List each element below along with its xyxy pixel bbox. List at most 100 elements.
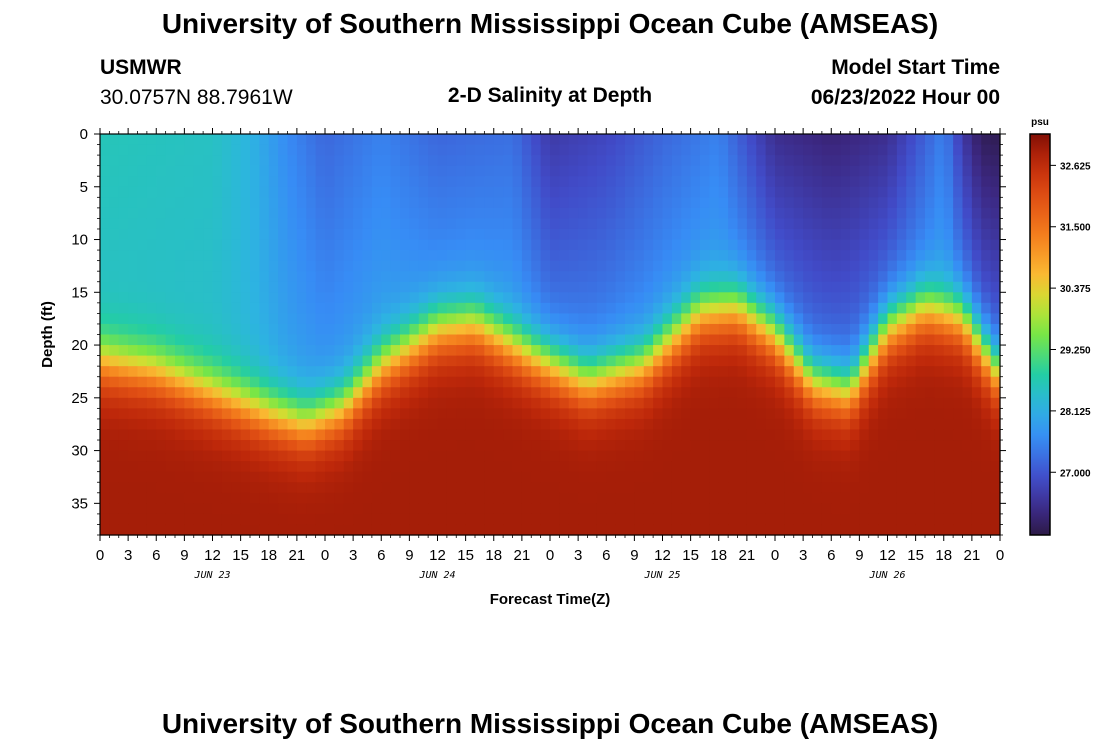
heatmap-cell — [728, 134, 739, 146]
heatmap-cell — [465, 313, 476, 325]
heatmap-cell — [156, 313, 167, 325]
heatmap-cell — [709, 313, 720, 325]
heatmap-cell — [559, 313, 570, 325]
heatmap-cell — [296, 345, 307, 357]
heatmap-cell — [212, 281, 223, 293]
heatmap-cell — [240, 228, 251, 241]
heatmap-cell — [737, 292, 748, 304]
heatmap-cell — [343, 228, 354, 241]
heatmap-cell — [981, 471, 992, 483]
heatmap-cell — [259, 397, 270, 409]
heatmap-cell — [615, 387, 626, 399]
heatmap-cell — [831, 418, 842, 431]
heatmap-cell — [109, 524, 120, 536]
heatmap-cell — [231, 228, 242, 241]
heatmap-cell — [550, 197, 560, 209]
heatmap-cell — [334, 334, 345, 346]
heatmap-cell — [446, 334, 457, 346]
heatmap-cell — [250, 323, 260, 336]
heatmap-cell — [343, 334, 354, 346]
heatmap-cell — [203, 302, 214, 314]
heatmap-cell — [212, 228, 223, 241]
heatmap-cell — [559, 186, 570, 198]
heatmap-cell — [315, 334, 326, 346]
heatmap-cell — [287, 492, 298, 504]
heatmap-cell — [653, 218, 664, 230]
heatmap-cell — [653, 450, 664, 462]
heatmap-cell — [775, 334, 785, 346]
heatmap-cell — [550, 134, 560, 146]
heatmap-cell — [878, 513, 889, 526]
heatmap-cell — [953, 292, 964, 304]
heatmap-cell — [784, 482, 795, 494]
heatmap-cell — [315, 503, 326, 515]
heatmap-cell — [878, 376, 889, 388]
heatmap-cell — [306, 218, 317, 230]
heatmap-cell — [887, 450, 898, 462]
heatmap-cell — [812, 408, 823, 420]
heatmap-cell — [231, 323, 242, 336]
heatmap-cell — [840, 461, 851, 473]
heatmap-cell — [728, 450, 739, 462]
heatmap-cell — [287, 134, 298, 146]
heatmap-cell — [118, 302, 129, 314]
heatmap-cell — [446, 471, 457, 483]
heatmap-cell — [353, 250, 364, 262]
heatmap-cell — [981, 313, 992, 325]
heatmap-cell — [128, 228, 139, 241]
heatmap-cell — [484, 524, 495, 536]
heatmap-cell — [812, 207, 823, 220]
heatmap-cell — [718, 334, 729, 346]
heatmap-cell — [606, 186, 617, 198]
heatmap-cell — [653, 250, 664, 262]
heatmap-cell — [259, 207, 270, 220]
heatmap-cell — [184, 376, 195, 388]
heatmap-cell — [531, 387, 542, 399]
heatmap-cell — [821, 281, 832, 293]
heatmap-cell — [212, 292, 223, 304]
heatmap-cell — [925, 134, 935, 146]
heatmap-cell — [353, 418, 364, 431]
heatmap-cell — [793, 482, 804, 494]
heatmap-cell — [746, 387, 757, 399]
heatmap-cell — [606, 334, 617, 346]
heatmap-cell — [362, 155, 373, 167]
heatmap-cell — [100, 387, 110, 399]
heatmap-cell — [690, 207, 701, 220]
heatmap-cell — [409, 313, 420, 325]
heatmap-cell — [409, 271, 420, 283]
heatmap-cell — [296, 239, 307, 251]
heatmap-cell — [521, 450, 532, 462]
heatmap-cell — [240, 144, 251, 156]
heatmap-cell — [550, 334, 560, 346]
heatmap-cell — [653, 197, 664, 209]
heatmap-cell — [493, 207, 504, 220]
heatmap-cell — [409, 397, 420, 409]
heatmap-cell — [353, 503, 364, 515]
heatmap-cell — [137, 176, 148, 188]
heatmap-cell — [165, 228, 176, 241]
heatmap-cell — [231, 165, 242, 177]
heatmap-cell — [278, 207, 289, 220]
heatmap-cell — [437, 461, 448, 473]
heatmap-cell — [568, 292, 579, 304]
heatmap-cell — [456, 334, 467, 346]
heatmap-cell — [653, 429, 664, 441]
heatmap-cell — [962, 228, 973, 241]
heatmap-cell — [128, 186, 139, 198]
heatmap-cell — [625, 408, 635, 420]
heatmap-cell — [287, 313, 298, 325]
heatmap-cell — [737, 334, 748, 346]
heatmap-cell — [325, 471, 335, 483]
heatmap-cell — [943, 197, 954, 209]
heatmap-cell — [850, 176, 860, 188]
heatmap-cell — [962, 492, 973, 504]
heatmap-cell — [746, 408, 757, 420]
heatmap-cell — [718, 186, 729, 198]
heatmap-cell — [615, 429, 626, 441]
heatmap-cell — [296, 281, 307, 293]
heatmap-cell — [578, 260, 589, 272]
heatmap-cell — [493, 250, 504, 262]
heatmap-cell — [775, 323, 785, 336]
heatmap-cell — [259, 228, 270, 241]
